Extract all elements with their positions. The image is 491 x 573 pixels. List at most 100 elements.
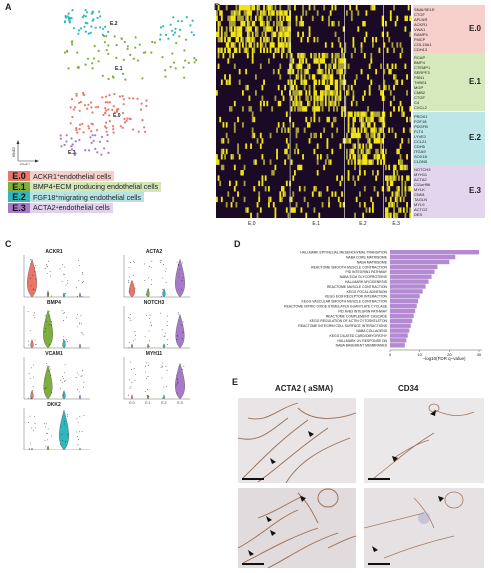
tsne-point	[193, 61, 196, 64]
violin-point	[45, 423, 47, 425]
heatmap-cell	[388, 127, 391, 133]
violin-point	[30, 285, 32, 287]
arrowhead-icon	[270, 458, 276, 464]
violin-point	[167, 315, 168, 317]
heatmap-cell	[281, 36, 283, 43]
heatmap-cell	[256, 202, 259, 208]
heatmap-cell	[316, 106, 319, 112]
heatmap-cell	[251, 5, 254, 11]
heatmap-cell	[344, 47, 347, 54]
tsne-point	[121, 95, 124, 98]
heatmap-cell	[388, 186, 391, 192]
heatmap-cell	[264, 31, 267, 38]
tsne-point	[121, 126, 124, 129]
heatmap-cell	[385, 84, 387, 91]
heatmap-cell	[362, 95, 365, 101]
heatmap-cell	[362, 122, 365, 128]
bar-tick-label: 20	[447, 352, 452, 357]
heatmap-cell	[300, 74, 303, 80]
heatmap-cell	[233, 15, 236, 22]
tsne-point	[106, 133, 109, 137]
tsne-point	[70, 148, 74, 151]
heatmap-cell	[399, 154, 402, 160]
gene-label: PROX1	[414, 113, 428, 119]
tsne-point	[74, 152, 77, 155]
heatmap-cell	[316, 154, 319, 160]
tsne-point	[84, 30, 87, 33]
heatmap-cell	[402, 196, 405, 203]
tsne-point	[138, 43, 141, 46]
heatmap-cell	[381, 122, 384, 128]
violin-shape	[79, 394, 81, 400]
heatmap-cell	[383, 154, 386, 160]
heatmap-cell	[300, 100, 303, 107]
heatmap-cell	[220, 31, 223, 38]
tsne-point	[86, 57, 90, 60]
heatmap-cell	[363, 202, 366, 208]
heatmap-cell	[281, 20, 283, 27]
heatmap-cell	[391, 63, 394, 69]
heatmap-cell	[354, 154, 356, 160]
heatmap-cell	[344, 100, 347, 107]
bar-category-label: REACTOME COMPLEMENT CASCADE	[326, 314, 388, 318]
tsne-point	[195, 58, 198, 62]
heatmap-cell	[346, 10, 348, 16]
heatmap-cell	[326, 84, 329, 91]
heatmap-cell	[406, 175, 408, 181]
heatmap-cell	[238, 47, 241, 54]
violin-point	[146, 362, 148, 364]
heatmap-cell	[344, 111, 347, 117]
heatmap-cell	[326, 154, 329, 160]
arrowhead-icon	[430, 410, 436, 416]
heatmap-cell	[372, 207, 374, 213]
heatmap-cell	[393, 74, 395, 80]
heatmap-cell	[305, 116, 308, 123]
heatmap-cell	[237, 116, 239, 123]
heatmap-cell	[372, 132, 374, 139]
tsne-point	[74, 106, 77, 109]
heatmap-cell	[253, 132, 256, 139]
heatmap-cell	[334, 100, 337, 107]
heatmap-cell	[365, 159, 368, 165]
heatmap-cell	[323, 58, 326, 64]
tsne-point	[91, 111, 94, 114]
violin-point	[64, 423, 66, 425]
tsne-point	[174, 27, 177, 30]
heatmap-cell	[258, 15, 261, 22]
heatmap-cell	[334, 58, 337, 64]
tsne-point	[182, 66, 185, 69]
heatmap-cell	[266, 20, 269, 27]
heatmap-cell	[396, 196, 399, 203]
heatmap-cell	[268, 202, 270, 208]
gene-label: SNAI/SELE	[414, 7, 435, 12]
violin-point	[78, 374, 80, 376]
tsne-point	[172, 61, 176, 64]
heatmap-cell	[393, 175, 395, 181]
heatmap-cell	[277, 42, 280, 48]
heatmap-cell	[230, 106, 233, 112]
heatmap-cell	[360, 148, 363, 155]
tsne-point	[144, 51, 147, 54]
heatmap-cell	[243, 20, 246, 27]
bar	[390, 289, 423, 294]
heatmap-cell	[406, 74, 408, 80]
heatmap-cell	[300, 63, 303, 69]
violin-point	[80, 375, 82, 377]
heatmap-cell	[240, 36, 243, 43]
tsne-point	[96, 16, 99, 20]
violin-point	[60, 425, 62, 427]
heatmap-cell	[385, 20, 387, 27]
heatmap-cell	[311, 74, 314, 80]
heatmap-cell	[355, 74, 358, 80]
tsne-point	[180, 20, 183, 23]
heatmap-cell	[328, 95, 330, 101]
heatmap-cell	[323, 74, 326, 80]
micro-image-acta2-top	[238, 398, 356, 483]
violin-gene-label: MYH11	[146, 351, 163, 357]
heatmap-cell	[350, 159, 353, 165]
violin-point	[151, 260, 153, 262]
violin-point	[167, 321, 169, 323]
heatmap-cell	[402, 127, 405, 133]
heatmap-cell	[398, 159, 400, 165]
